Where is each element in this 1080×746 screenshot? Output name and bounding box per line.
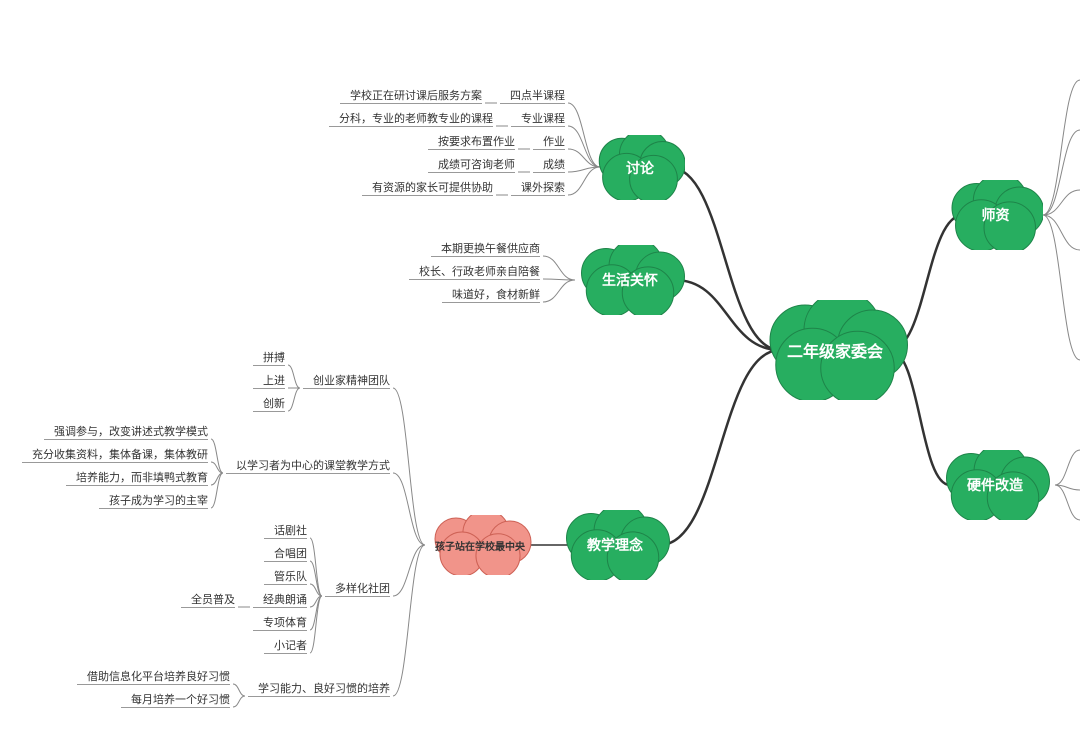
leaf-text: 作业 bbox=[543, 133, 565, 149]
leaf-text: 专项体育 bbox=[263, 614, 307, 630]
leaf-text: 创新 bbox=[263, 395, 285, 411]
leaf-text: 拼搏 bbox=[263, 349, 285, 365]
leaf-text: 小记者 bbox=[274, 637, 307, 653]
leaf-text: 课外探索 bbox=[521, 179, 565, 195]
leaf-text: 多样化社团 bbox=[335, 580, 390, 596]
leaf-text: 有资源的家长可提供协助 bbox=[372, 179, 493, 195]
leaf-text: 管乐队 bbox=[274, 568, 307, 584]
node-discuss[interactable]: 讨论 bbox=[595, 135, 685, 200]
node-faculty[interactable]: 师资 bbox=[948, 180, 1043, 250]
leaf-text: 创业家精神团队 bbox=[313, 372, 390, 388]
leaf-text: 分科，专业的老师教专业的课程 bbox=[339, 110, 493, 126]
leaf-text: 成绩可咨询老师 bbox=[438, 156, 515, 172]
leaf-text: 上进 bbox=[263, 372, 285, 388]
leaf-text: 味道好，食材新鲜 bbox=[452, 286, 540, 302]
leaf-text: 话剧社 bbox=[274, 522, 307, 538]
node-central[interactable]: 二年级家委会 bbox=[760, 300, 910, 400]
leaf-text: 合唱团 bbox=[274, 545, 307, 561]
leaf-text: 经典朗诵 bbox=[263, 591, 307, 607]
node-child-center[interactable]: 孩子站在学校最中央 bbox=[420, 515, 540, 575]
leaf-text: 每月培养一个好习惯 bbox=[131, 691, 230, 707]
node-hardware[interactable]: 硬件改造 bbox=[935, 450, 1055, 520]
leaf-text: 本期更换午餐供应商 bbox=[441, 240, 540, 256]
leaf-text: 学习能力、良好习惯的培养 bbox=[258, 680, 390, 696]
leaf-text: 全员普及 bbox=[191, 591, 235, 607]
leaf-text: 学校正在研讨课后服务方案 bbox=[350, 87, 482, 103]
leaf-text: 四点半课程 bbox=[510, 87, 565, 103]
leaf-text: 培养能力，而非填鸭式教育 bbox=[76, 469, 208, 485]
leaf-text: 以学习者为中心的课堂教学方式 bbox=[236, 457, 390, 473]
leaf-text: 孩子成为学习的主宰 bbox=[109, 492, 208, 508]
leaf-text: 成绩 bbox=[543, 156, 565, 172]
leaf-text: 校长、行政老师亲自陪餐 bbox=[419, 263, 540, 279]
leaf-text: 充分收集资料，集体备课，集体教研 bbox=[32, 446, 208, 462]
leaf-text: 专业课程 bbox=[521, 110, 565, 126]
leaf-text: 借助信息化平台培养良好习惯 bbox=[87, 668, 230, 684]
leaf-text: 强调参与，改变讲述式教学模式 bbox=[54, 423, 208, 439]
leaf-text: 按要求布置作业 bbox=[438, 133, 515, 149]
node-teaching[interactable]: 教学理念 bbox=[555, 510, 675, 580]
node-life[interactable]: 生活关怀 bbox=[570, 245, 690, 315]
